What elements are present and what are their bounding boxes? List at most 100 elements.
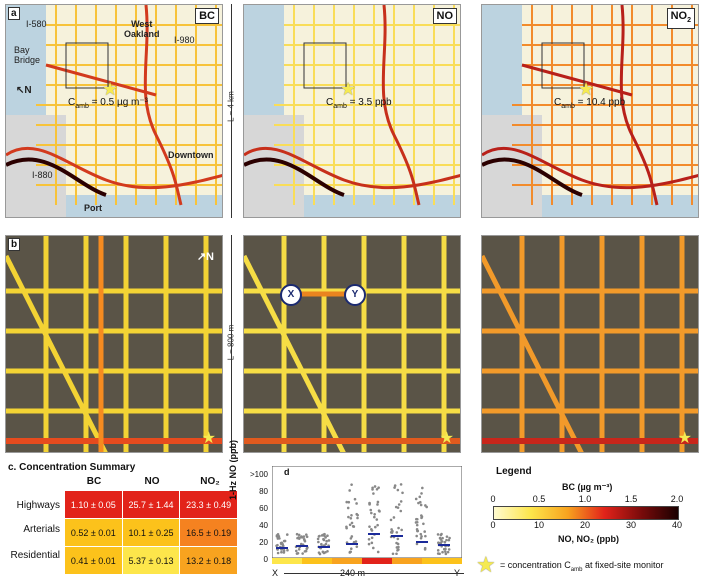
scatter-point xyxy=(349,550,352,554)
scatter-point xyxy=(355,512,359,516)
scatter-point xyxy=(397,548,400,551)
scatter-point xyxy=(286,548,289,552)
north-label: N xyxy=(24,85,32,96)
scatter-point xyxy=(377,486,380,489)
cell-arterials-bc: 0.52 ± 0.01 xyxy=(64,518,123,547)
scatter-point xyxy=(415,542,419,546)
scatter-point xyxy=(394,505,398,509)
row-header-arterials: Arterials xyxy=(23,524,60,535)
colorbar xyxy=(493,506,679,520)
aerial-roads-bc xyxy=(6,236,222,452)
bc-tick: 1.5 xyxy=(624,494,638,504)
scatter-point xyxy=(301,552,304,555)
scatter-point xyxy=(297,533,301,537)
scatter-point xyxy=(396,542,400,546)
scatter-point xyxy=(373,513,376,516)
scatter-point xyxy=(372,492,375,495)
aerial-roads-no xyxy=(244,236,460,452)
scatter-point xyxy=(348,489,351,492)
scatter-point xyxy=(368,503,371,506)
scatter-point xyxy=(419,532,423,536)
scatter-point xyxy=(424,504,427,507)
scatter-point xyxy=(423,530,426,533)
scatter-point xyxy=(275,544,278,548)
scatter-point xyxy=(371,488,374,491)
scatter-point xyxy=(396,537,400,541)
scatter-point xyxy=(375,487,379,491)
scatter-point xyxy=(349,547,353,551)
cell-residential-bc: 0.41 ± 0.01 xyxy=(64,546,123,575)
cell-highways-no2: 23.3 ± 0.49 xyxy=(179,490,238,519)
no-tick: 20 xyxy=(579,520,590,530)
camb-no: Camb = 3.5 ppb xyxy=(326,97,392,110)
scatter-point xyxy=(444,552,448,556)
scatter-point xyxy=(389,518,393,522)
scale-arrow-a xyxy=(231,4,232,218)
scatter-point xyxy=(414,497,418,501)
scatter-point xyxy=(376,523,379,527)
cell-residential-no2: 13.2 ± 0.18 xyxy=(179,546,238,575)
scatter-point xyxy=(324,550,327,554)
no-tick: 30 xyxy=(625,520,636,530)
scatter-point xyxy=(348,523,352,527)
scatter-point xyxy=(326,549,329,553)
scatter-point xyxy=(417,501,420,505)
scatter-point xyxy=(370,529,374,532)
scatter-point xyxy=(399,500,403,503)
scatter-point xyxy=(350,521,354,525)
camb-no2: Camb = 10.4 ppb xyxy=(554,97,626,110)
monitor-star-icon: ★ xyxy=(201,430,216,447)
scatter-point xyxy=(368,525,371,528)
summary-title: c. Concentration Summary xyxy=(8,462,136,473)
legend-no-label: NO, NO₂ (ppb) xyxy=(558,534,619,544)
scatter-point xyxy=(397,503,401,506)
scatter-point xyxy=(345,500,349,504)
scatter-point xyxy=(294,549,298,553)
cell-highways-bc: 1.10 ± 0.05 xyxy=(64,490,123,519)
pollutant-tag-no: NO xyxy=(432,8,457,24)
scatter-point xyxy=(441,550,444,554)
scatter-point xyxy=(301,536,304,539)
scatter-point xyxy=(324,536,327,539)
scatter-point xyxy=(356,516,359,520)
panel-d-plot xyxy=(272,466,462,564)
scatter-point xyxy=(376,550,380,554)
scatter-point xyxy=(437,541,440,545)
scatter-point xyxy=(295,552,299,555)
scatter-point xyxy=(370,541,374,545)
scatter-point xyxy=(439,538,443,541)
legend-bc-label: BC (µg m⁻³) xyxy=(562,482,613,492)
scatter-point xyxy=(276,551,280,555)
scatter-point xyxy=(321,550,325,554)
scatter-point xyxy=(345,525,348,529)
scatter-point xyxy=(305,547,309,551)
scatter-point xyxy=(414,521,418,524)
scatter-point xyxy=(415,523,419,527)
camb-bc: Camb = 0.5 µg m⁻³ xyxy=(68,97,148,110)
marker-y: Y xyxy=(344,284,366,306)
scatter-point xyxy=(281,544,285,548)
scatter-point xyxy=(391,529,394,533)
scatter-point xyxy=(280,550,283,554)
scatter-point xyxy=(322,538,326,542)
scatter-point xyxy=(354,540,358,543)
scatter-point xyxy=(444,547,447,551)
scatter-point xyxy=(393,486,396,489)
scatter-point xyxy=(350,535,354,538)
label-i980: I-980 xyxy=(174,35,195,45)
cell-arterials-no: 10.1 ± 0.25 xyxy=(121,518,181,547)
road-network-no2 xyxy=(482,5,698,206)
scatter-point xyxy=(305,533,308,536)
scatter-point xyxy=(416,529,419,533)
legend-star-text: = concentration Camb at fixed-site monit… xyxy=(500,560,664,573)
scatter-point xyxy=(445,535,449,538)
scatter-point xyxy=(397,526,400,530)
no-tick: 10 xyxy=(533,520,544,530)
bc-tick: 0.5 xyxy=(532,494,546,504)
cell-arterials-no2: 16.5 ± 0.19 xyxy=(179,518,238,547)
scatter-point xyxy=(351,525,355,528)
scatter-point xyxy=(373,515,376,519)
scatter-point xyxy=(317,551,321,554)
scatter-point xyxy=(373,485,377,488)
scatter-point xyxy=(399,483,403,486)
